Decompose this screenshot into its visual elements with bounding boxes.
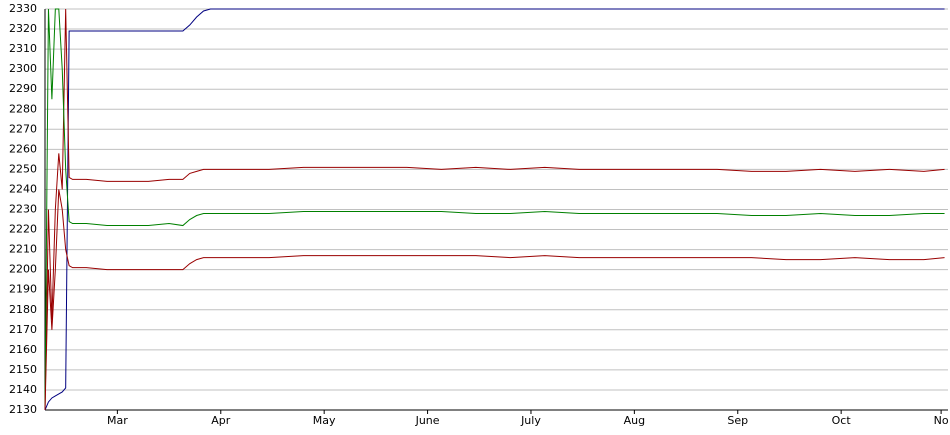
y-tick-label: 2200	[9, 263, 37, 276]
y-tick-label: 2290	[9, 82, 37, 95]
x-tick-label: May	[313, 414, 336, 427]
y-tick-label: 2240	[9, 182, 37, 195]
y-tick-label: 2170	[9, 323, 37, 336]
y-tick-label: 2280	[9, 102, 37, 115]
series-line	[44, 8, 945, 411]
y-tick-label: 2180	[9, 303, 37, 316]
x-tick-label: June	[415, 414, 440, 427]
x-tick-label: Mar	[107, 414, 128, 427]
x-tick-label: Sep	[727, 414, 748, 427]
x-tick-label: Oct	[832, 414, 852, 427]
series-line	[44, 189, 945, 411]
y-tick-label: 2160	[9, 343, 37, 356]
y-tick-label: 2230	[9, 203, 37, 216]
y-tick-label: 2330	[9, 2, 37, 15]
y-tick-label: 2220	[9, 223, 37, 236]
y-tick-label: 2190	[9, 283, 37, 296]
y-tick-label: 2130	[9, 403, 37, 416]
y-tick-label: 2260	[9, 142, 37, 155]
y-tick-label: 2310	[9, 42, 37, 55]
y-tick-label: 2270	[9, 122, 37, 135]
x-tick-label: No	[934, 414, 949, 427]
y-tick-label: 2320	[9, 22, 37, 35]
y-tick-label: 2250	[9, 162, 37, 175]
x-tick-label: July	[520, 414, 541, 427]
y-tick-label: 2140	[9, 383, 37, 396]
y-tick-label: 2300	[9, 62, 37, 75]
series-line	[44, 8, 945, 411]
y-tick-label: 2210	[9, 243, 37, 256]
x-tick-label: Apr	[211, 414, 231, 427]
x-tick-label: Aug	[624, 414, 645, 427]
series-line	[44, 8, 945, 411]
y-tick-label: 2150	[9, 363, 37, 376]
